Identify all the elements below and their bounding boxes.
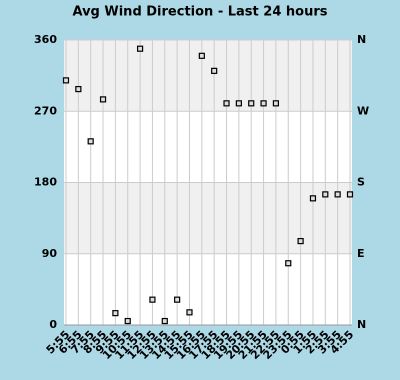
point [149,296,156,303]
y-tick-label: 90 [42,247,58,260]
y2-tick-label: S [357,176,365,189]
point [87,138,94,145]
point [272,100,280,107]
point [75,85,82,93]
band [64,40,352,112]
point [211,67,218,74]
point [346,191,354,198]
point [112,310,119,317]
y-tick-label: 180 [34,176,57,189]
y-tick-label: 0 [49,318,57,331]
point [334,191,341,198]
point [297,237,304,245]
point [124,317,131,325]
point [174,296,181,303]
y2-tick-label: N [357,318,366,331]
point [223,100,230,107]
y-tick-label: 360 [34,33,57,46]
y-tick-label: 270 [34,104,57,117]
point [136,45,144,52]
chart-title: Avg Wind Direction - Last 24 hours [72,5,327,20]
point [248,100,255,107]
band [64,182,352,254]
point [186,309,193,316]
point [198,52,205,59]
y2-tick-label: E [357,247,365,260]
point [309,195,317,202]
y2-tick-label: W [357,104,369,117]
y2-tick-label: N [357,33,366,46]
point [322,191,329,198]
point [235,100,242,107]
point [260,100,267,107]
point [62,77,70,84]
point [285,260,292,267]
point [99,96,107,103]
point [161,317,168,325]
